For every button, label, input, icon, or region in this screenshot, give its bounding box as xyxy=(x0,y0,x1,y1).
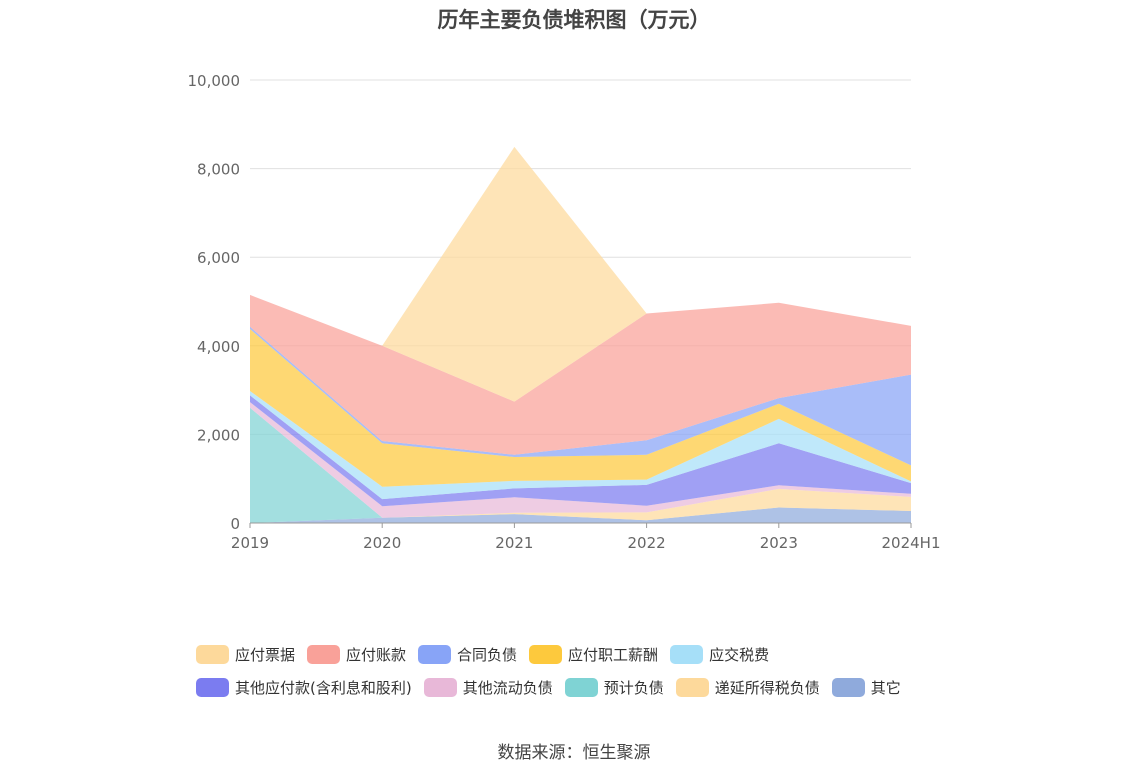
y-tick-label: 8,000 xyxy=(197,161,240,179)
legend-swatch xyxy=(418,645,452,664)
legend-item[interactable]: 其他流动负债 xyxy=(423,677,553,698)
area-series-1[interactable] xyxy=(250,488,911,523)
y-tick-label: 4,000 xyxy=(197,338,240,356)
legend-item[interactable]: 应交税费 xyxy=(670,644,769,665)
legend-item[interactable]: 预计负债 xyxy=(564,677,664,698)
area-series-6[interactable] xyxy=(250,329,911,487)
legend-label: 其他应付款(含利息和股利) xyxy=(235,679,412,697)
legend: 应付票据 应付账款 合同负债 应付职工薪酬 应交税费 其他应付款(含利息和股利)… xyxy=(196,638,996,704)
legend-item[interactable]: 应付票据 xyxy=(196,644,295,665)
y-tick-label: 10,000 xyxy=(188,72,241,90)
x-tick-label: 2023 xyxy=(760,534,798,552)
y-tick-label: 2,000 xyxy=(197,426,240,444)
legend-swatch xyxy=(564,678,598,697)
legend-label: 其他流动负债 xyxy=(462,679,553,697)
chart-title: 历年主要负债堆积图（万元） xyxy=(437,8,711,32)
legend-item[interactable]: 其他应付款(含利息和股利) xyxy=(196,677,412,698)
x-tick-label: 2019 xyxy=(231,534,269,552)
legend-label: 应付职工薪酬 xyxy=(568,646,659,664)
data-source-note: 数据来源：恒生聚源 xyxy=(497,743,651,763)
legend-label: 合同负债 xyxy=(457,646,518,664)
x-tick-label: 2020 xyxy=(363,534,401,552)
legend-row-2: 其他应付款(含利息和股利) 其他流动负债 预计负债 递延所得税负债 其它 xyxy=(196,671,996,704)
area-series-8[interactable] xyxy=(250,294,911,455)
legend-row-1: 应付票据 应付账款 合同负债 应付职工薪酬 应交税费 xyxy=(196,638,996,671)
legend-swatch xyxy=(529,645,563,664)
legend-swatch xyxy=(831,678,865,697)
y-tick-label: 6,000 xyxy=(197,249,240,267)
legend-item[interactable]: 递延所得税负债 xyxy=(675,677,820,698)
legend-swatch xyxy=(307,645,341,664)
legend-label: 应付票据 xyxy=(235,646,296,664)
area-series-0[interactable] xyxy=(250,507,911,524)
x-tick-label: 2021 xyxy=(495,534,533,552)
legend-item[interactable]: 其它 xyxy=(831,677,901,698)
y-tick-label: 0 xyxy=(230,515,240,533)
legend-label: 预计负债 xyxy=(603,679,664,697)
x-tick-label: 2024H1 xyxy=(882,534,941,552)
legend-swatch xyxy=(196,645,229,664)
legend-item[interactable]: 应付账款 xyxy=(307,644,406,665)
legend-item[interactable]: 合同负债 xyxy=(418,644,517,665)
legend-swatch xyxy=(196,678,229,697)
x-tick-label: 2022 xyxy=(628,534,666,552)
legend-label: 递延所得税负债 xyxy=(714,679,820,697)
legend-item[interactable]: 应付职工薪酬 xyxy=(529,644,658,665)
legend-label: 其它 xyxy=(870,679,901,697)
area-series-2[interactable] xyxy=(250,407,911,523)
legend-label: 应交税费 xyxy=(709,646,770,664)
legend-swatch xyxy=(423,678,457,697)
legend-swatch xyxy=(670,645,704,664)
area-series-9[interactable] xyxy=(250,146,911,402)
legend-label: 应付账款 xyxy=(346,646,407,664)
legend-swatch xyxy=(675,678,709,697)
area-series-4[interactable] xyxy=(250,395,911,507)
